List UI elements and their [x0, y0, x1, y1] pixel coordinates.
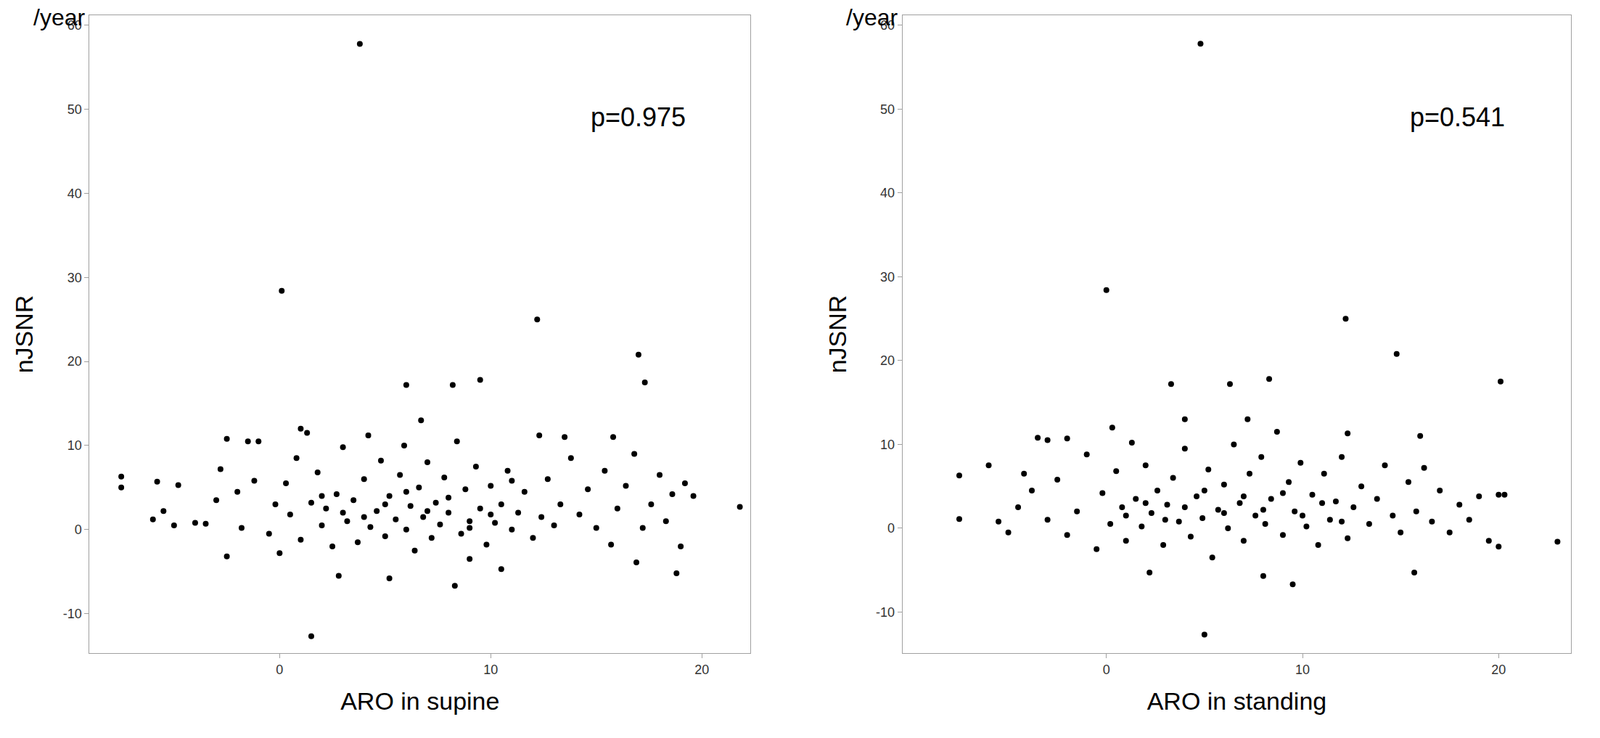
svg-text:p=0.975: p=0.975 [590, 102, 686, 133]
svg-text:0: 0 [887, 520, 895, 536]
svg-text:10: 10 [1295, 662, 1310, 678]
svg-text:30: 30 [67, 270, 82, 286]
svg-text:0: 0 [275, 662, 283, 678]
svg-text:0: 0 [1102, 662, 1111, 678]
svg-text:ARO in supine: ARO in supine [340, 687, 500, 715]
svg-text:/year: /year [846, 4, 898, 31]
svg-text:20: 20 [880, 353, 895, 368]
svg-text:p=0.541: p=0.541 [1409, 102, 1505, 133]
svg-text:nJSNR: nJSNR [823, 295, 852, 374]
svg-text:50: 50 [67, 102, 82, 117]
svg-text:40: 40 [880, 185, 895, 201]
svg-text:-10: -10 [63, 606, 82, 622]
svg-text:-10: -10 [875, 605, 895, 620]
svg-text:0: 0 [74, 522, 82, 537]
svg-text:40: 40 [67, 186, 82, 201]
svg-text:50: 50 [880, 102, 895, 117]
svg-text:ARO in standing: ARO in standing [1147, 687, 1328, 715]
svg-text:60: 60 [67, 18, 82, 33]
svg-text:60: 60 [880, 18, 895, 33]
svg-text:/year: /year [33, 4, 85, 31]
svg-text:10: 10 [67, 438, 82, 453]
svg-text:20: 20 [1491, 662, 1506, 678]
svg-text:30: 30 [880, 269, 895, 285]
svg-text:20: 20 [67, 354, 82, 369]
svg-text:nJSNR: nJSNR [10, 295, 38, 374]
svg-text:10: 10 [880, 437, 895, 453]
svg-text:10: 10 [483, 662, 498, 678]
svg-text:20: 20 [694, 662, 709, 678]
